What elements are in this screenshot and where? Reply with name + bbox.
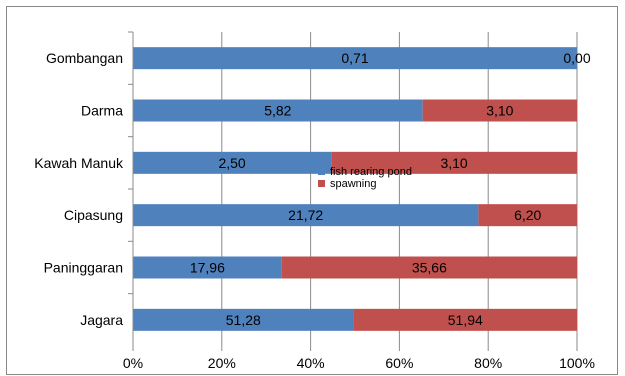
data-label: 6,20 (514, 207, 541, 223)
bar-segment (133, 256, 282, 279)
bars: 0,71 0,00 5,82 3,10 2,50 3,10 21,72 6,20 17,96 35… (133, 47, 591, 331)
legend-swatch (318, 180, 325, 187)
x-axis: 0% 20% 40% 60% 80% 100% (123, 346, 595, 371)
legend-label: fish rearing pond (330, 166, 412, 178)
legend-label: spawning (330, 178, 376, 190)
bar-segment (331, 151, 577, 174)
data-label: 51,94 (448, 312, 483, 328)
x-tick-label: 60% (385, 355, 413, 371)
bar-segment (133, 204, 479, 227)
y-tick-label: Darma (81, 103, 123, 119)
data-label: 5,82 (264, 103, 291, 119)
data-label: 3,10 (440, 155, 467, 171)
x-tick-label: 40% (297, 355, 325, 371)
data-label: 0,71 (341, 50, 368, 66)
data-label: 21,72 (288, 207, 323, 223)
bar-segment (133, 308, 354, 331)
bar-segment (353, 308, 577, 331)
y-tick-label: Jagara (80, 312, 123, 328)
y-axis: Gombangan Darma Kawah Manuk Cipasung Paningg… (34, 31, 134, 351)
bar-segment (133, 99, 423, 122)
data-label: 2,50 (218, 155, 245, 171)
x-tick-label: 20% (208, 355, 236, 371)
bar-segment (422, 99, 577, 122)
data-label: 51,28 (226, 312, 261, 328)
data-label: 0,00 (563, 50, 590, 66)
y-tick-label: Paninggaran (44, 260, 123, 276)
legend-swatch (318, 168, 325, 175)
y-tick-label: Gombangan (46, 50, 123, 66)
bar-segment (281, 256, 577, 279)
data-label: 35,66 (412, 260, 447, 276)
bar-segment (133, 151, 332, 174)
data-label: 17,96 (190, 260, 225, 276)
x-tick-label: 100% (559, 355, 595, 371)
y-tick-label: Kawah Manuk (34, 155, 124, 171)
bar-segment (478, 204, 577, 227)
data-label: 3,10 (486, 103, 513, 119)
x-tick-label: 80% (474, 355, 502, 371)
x-tick-label: 0% (123, 355, 143, 371)
y-tick-label: Cipasung (64, 207, 123, 223)
bar-segment (133, 47, 577, 70)
